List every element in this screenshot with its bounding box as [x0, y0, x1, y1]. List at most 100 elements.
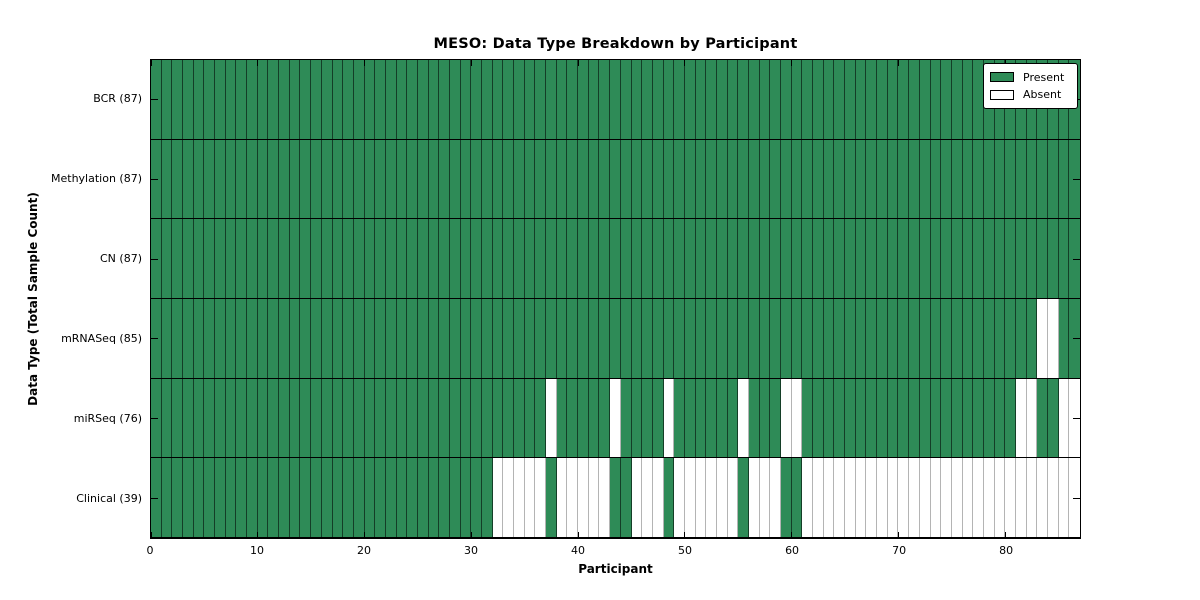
heatmap-cell: [161, 298, 173, 378]
heatmap-cell: [994, 458, 1006, 537]
heatmap-cell: [332, 298, 344, 378]
heatmap-cell: [1026, 378, 1038, 458]
heatmap-cell: [738, 378, 749, 458]
heatmap-cell: [994, 298, 1006, 378]
heatmap-row-clinical: [151, 458, 1080, 538]
heatmap-cell: [909, 219, 920, 298]
heatmap-cell: [279, 139, 290, 219]
heatmap-cell: [578, 458, 589, 537]
heatmap-cell: [257, 139, 269, 219]
heatmap-cell: [353, 60, 365, 139]
heatmap-cell: [684, 219, 696, 298]
heatmap-cell: [919, 60, 931, 139]
heatmap-cell: [791, 219, 803, 298]
heatmap-cell: [215, 298, 226, 378]
heatmap-cell: [919, 298, 931, 378]
heatmap-cell: [385, 298, 397, 378]
heatmap-cell: [802, 219, 814, 298]
heatmap-cell: [300, 139, 312, 219]
heatmap-cell: [706, 378, 717, 458]
heatmap-cell: [919, 458, 931, 537]
heatmap-cell: [813, 378, 824, 458]
heatmap-cell: [898, 458, 910, 537]
heatmap-cell: [1005, 298, 1016, 378]
heatmap-cell: [791, 139, 803, 219]
heatmap-cell: [652, 60, 664, 139]
heatmap-cell: [524, 458, 536, 537]
heatmap-cell: [417, 458, 429, 537]
heatmap-cell: [706, 219, 717, 298]
heatmap-cell: [962, 60, 974, 139]
heatmap-cell: [460, 60, 472, 139]
heatmap-cell: [151, 139, 162, 219]
heatmap-cell: [823, 219, 835, 298]
heatmap-cell: [257, 219, 269, 298]
heatmap-cell: [556, 458, 568, 537]
heatmap-cell: [919, 378, 931, 458]
x-tick-mark: [150, 60, 152, 66]
heatmap-cell: [695, 219, 707, 298]
heatmap-cell: [428, 458, 440, 537]
heatmap-cell: [289, 60, 301, 139]
chart-title: MESO: Data Type Breakdown by Participant: [433, 36, 798, 52]
y-tick-mark: [1073, 258, 1080, 260]
heatmap-cell: [834, 298, 846, 378]
heatmap-cell: [204, 60, 216, 139]
heatmap-cell: [834, 378, 846, 458]
heatmap-cell: [930, 458, 942, 537]
heatmap-cell: [759, 60, 771, 139]
heatmap-cell: [546, 298, 557, 378]
heatmap-cell: [257, 60, 269, 139]
heatmap-cell: [204, 378, 216, 458]
y-tick-mark: [1073, 497, 1080, 499]
heatmap-cell: [748, 458, 760, 537]
heatmap-cell: [706, 298, 717, 378]
heatmap-cell: [364, 219, 376, 298]
heatmap-cell: [983, 219, 995, 298]
heatmap-cell: [834, 219, 846, 298]
heatmap-cell: [428, 378, 440, 458]
y-tick-mark: [151, 497, 158, 499]
heatmap-cell: [610, 298, 621, 378]
heatmap-cell: [1047, 378, 1059, 458]
heatmap-cell: [781, 298, 792, 378]
heatmap-cell: [909, 458, 920, 537]
heatmap-cell: [727, 139, 739, 219]
heatmap-cell: [225, 219, 237, 298]
heatmap-cell: [535, 378, 547, 458]
heatmap-cell: [770, 139, 781, 219]
heatmap-cell: [492, 219, 504, 298]
heatmap-cell: [973, 139, 984, 219]
heatmap-cell: [300, 219, 312, 298]
heatmap-cell: [727, 298, 739, 378]
heatmap-cell: [546, 378, 557, 458]
heatmap-cell: [439, 60, 450, 139]
y-tick-label-cn: CN (87): [100, 252, 142, 265]
heatmap-cell: [962, 298, 974, 378]
heatmap-cell: [588, 219, 600, 298]
x-tick-label: 40: [571, 544, 586, 557]
heatmap-cell: [748, 378, 760, 458]
heatmap-cell: [161, 219, 173, 298]
x-tick-mark: [257, 60, 259, 66]
heatmap-cell: [1005, 378, 1016, 458]
x-tick-mark: [1004, 532, 1006, 538]
heatmap-cell: [535, 60, 547, 139]
heatmap-cell: [215, 458, 226, 537]
heatmap-cell: [813, 219, 824, 298]
heatmap-cell: [183, 60, 194, 139]
heatmap-cell: [642, 458, 653, 537]
heatmap-cell: [663, 458, 675, 537]
heatmap-cell: [417, 60, 429, 139]
heatmap-cell: [642, 139, 653, 219]
heatmap-cell: [631, 378, 643, 458]
heatmap-cell: [738, 60, 749, 139]
heatmap-cell: [684, 139, 696, 219]
heatmap-cell: [300, 298, 312, 378]
heatmap-cell: [1026, 139, 1038, 219]
heatmap-cell: [578, 60, 589, 139]
heatmap-cell: [1026, 219, 1038, 298]
heatmap-cell: [385, 458, 397, 537]
heatmap-cell: [695, 60, 707, 139]
heatmap-cell: [620, 298, 632, 378]
